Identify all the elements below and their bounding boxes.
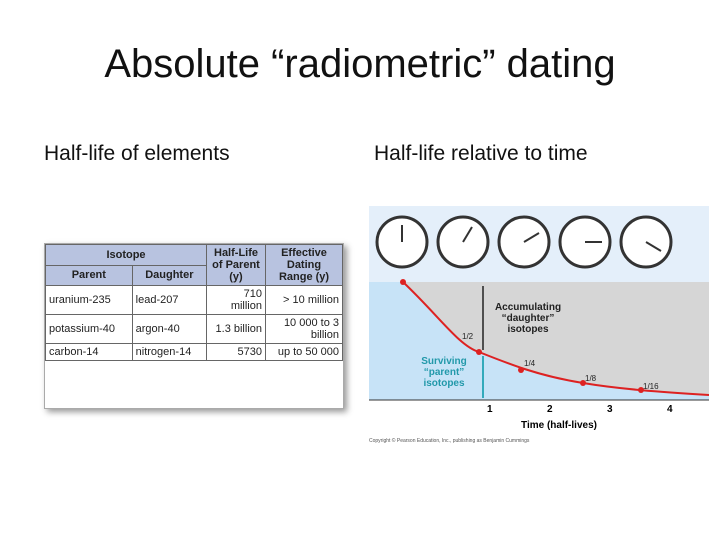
table-cell: > 10 million (265, 285, 343, 315)
table-row: carbon-14 nitrogen-14 5730 up to 50 000 (45, 343, 343, 361)
table-cell: 10 000 to 3 billion (265, 314, 343, 344)
table-cell: argon-40 (131, 314, 208, 344)
table-cell: up to 50 000 (265, 343, 343, 361)
table-row: uranium-235 lead-207 710 million > 10 milli… (45, 285, 343, 315)
table-cell: 710 million (206, 285, 266, 315)
group-header: Isotope (45, 244, 207, 266)
right-heading: Half-life relative to time (374, 142, 588, 165)
table-row: potassium-40 argon-40 1.3 billion 10 000 to… (45, 314, 343, 344)
fraction-label: 1/2 (462, 332, 474, 341)
table-cell: 5730 (206, 343, 266, 361)
x-tick-label: 3 (607, 404, 613, 415)
column-header: Half-Life of Parent (y) (206, 244, 266, 286)
decay-curve (402, 281, 710, 396)
table-card: Isotope Half-Life of Parent (y) Effectiv… (44, 243, 344, 409)
fraction-label: 1/16 (643, 382, 659, 391)
fraction-label: 1/4 (524, 359, 536, 368)
title: Absolute “radiometric” dating (104, 42, 616, 86)
parent-area (369, 282, 709, 400)
left-heading: Half-life of elements (44, 142, 230, 165)
half-life-figure: Accumulating “daughter” isotopes Survivi… (369, 206, 710, 446)
column-header: Effective Dating Range (y) (265, 244, 343, 286)
x-tick-label: 4 (667, 404, 673, 415)
x-axis-label: Time (half-lives) (521, 420, 597, 431)
credit: Copyright © Pearson Education, Inc., pub… (369, 438, 530, 444)
curve-points (400, 279, 644, 393)
table-cell: lead-207 (131, 285, 208, 315)
parent-label: Surviving “parent” isotopes (421, 356, 467, 389)
figure-graphic (369, 206, 710, 401)
clocks (375, 215, 673, 269)
table-cell: uranium-235 (45, 285, 133, 315)
daughter-label: Accumulating “daughter” isotopes (494, 302, 562, 335)
table-cell: potassium-40 (45, 314, 133, 344)
half-life-table: Isotope Half-Life of Parent (y) Effectiv… (45, 244, 343, 361)
table-cell: nitrogen-14 (131, 343, 208, 361)
table-cell: carbon-14 (45, 343, 133, 361)
fraction-label: 1/8 (585, 374, 597, 383)
x-tick-label: 2 (547, 404, 553, 415)
table-cell: 1.3 billion (206, 314, 266, 344)
column-header: Parent (45, 264, 133, 286)
x-tick-label: 1 (487, 404, 493, 415)
column-header: Daughter (131, 264, 208, 286)
